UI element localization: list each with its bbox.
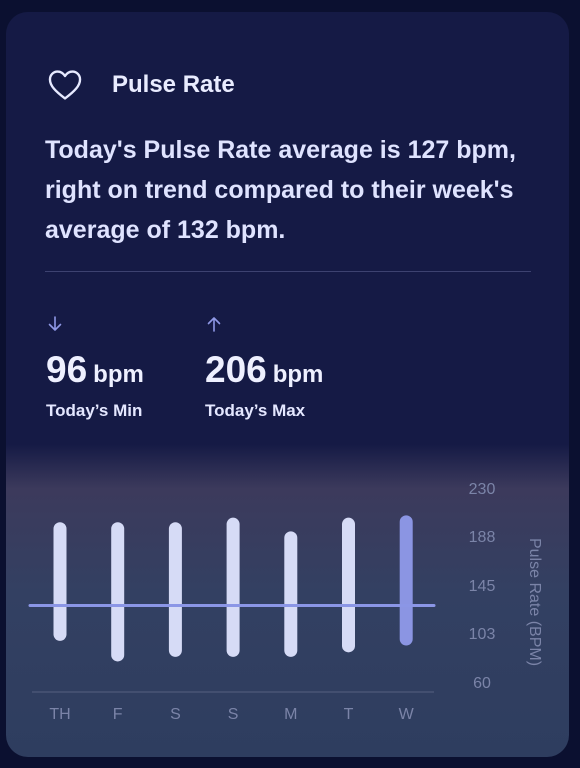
chart-bar (226, 517, 240, 657)
x-tick-label: S (228, 706, 239, 723)
card-title: Pulse Rate (112, 71, 235, 98)
x-tick-label: T (344, 706, 354, 723)
x-tick-label: TH (49, 706, 70, 723)
max-label: Today’s Max (205, 401, 306, 420)
pulse-rate-card: Pulse Rate Today's Pulse Rate average is… (6, 12, 569, 757)
y-tick-label: 60 (473, 675, 491, 692)
y-tick-label: 103 (469, 626, 496, 643)
heart-icon (46, 66, 84, 104)
min-stat: 96 bpm Today’s Min (46, 315, 144, 421)
y-tick-label: 145 (469, 578, 496, 595)
arrow-up-icon (205, 315, 223, 333)
max-value: 206 bpm (205, 349, 324, 390)
chart-bar (111, 522, 125, 662)
chart-bar (53, 522, 67, 641)
y-tick-label: 230 (469, 481, 496, 498)
chart-bar (399, 515, 413, 646)
chart-bar (284, 531, 298, 657)
x-tick-label: S (170, 706, 181, 723)
max-stat: 206 bpm Today’s Max (205, 315, 323, 421)
y-tick-label: 188 (469, 529, 496, 546)
summary-text: Today's Pulse Rate average is 127 bpm, r… (45, 136, 516, 244)
x-tick-label: F (113, 706, 123, 723)
min-label: Today’s Min (46, 401, 143, 420)
min-value: 96 bpm (46, 349, 144, 390)
pulse-rate-chart: TH F S S M T W 230 188 145 103 60 Pulse Rate (BPM) (28, 481, 543, 723)
divider (45, 271, 531, 272)
y-axis-label: Pulse Rate (BPM) (526, 538, 543, 666)
x-tick-label: M (284, 706, 297, 723)
x-tick-label: W (399, 706, 415, 723)
arrow-down-icon (46, 315, 64, 333)
chart-bar (168, 522, 182, 657)
card-header: Pulse Rate (46, 66, 235, 104)
chart-bar (342, 517, 355, 653)
